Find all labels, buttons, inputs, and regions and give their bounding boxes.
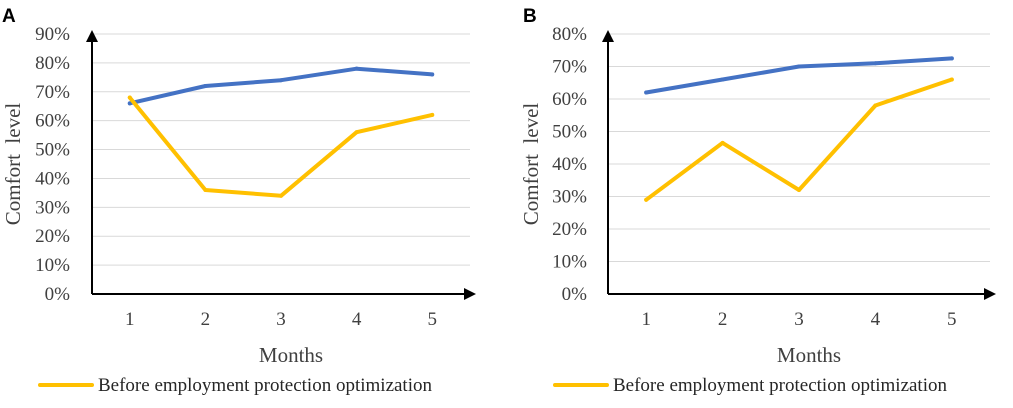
panel-b-series-after-point <box>949 56 954 61</box>
panel-b-series-after-point <box>644 90 649 95</box>
panel-a-series-after-line <box>127 66 435 106</box>
panel-a-series-after-point <box>430 72 435 77</box>
panel-b-series-after-line <box>644 56 954 95</box>
panel-b-series-before-point <box>949 77 954 82</box>
panel-a-y-tick-label: 90% <box>35 24 70 45</box>
panel-b-series-before-point <box>720 140 725 145</box>
panel-a-x-axis-arrow <box>464 288 476 300</box>
panel-a-x-axis-title: Months <box>259 343 323 367</box>
panel-a-y-tick-label: 40% <box>35 168 70 189</box>
panel-a-y-tick-label: 30% <box>35 197 70 218</box>
panel-a-series-before-point <box>279 193 283 198</box>
panel-b-y-axis-title: Comfort level <box>519 103 543 226</box>
panel-b-y-tick-label: 80% <box>552 24 587 45</box>
panel-a-y-axis-arrow <box>86 30 98 42</box>
panel-b-x-tick-label: 2 <box>718 309 728 330</box>
panel-b-y-axis-arrow <box>602 30 614 42</box>
panel-a-series-after-point <box>203 84 208 88</box>
panel-a-series-before-point <box>354 130 359 135</box>
panel-b-y-tick-label: 10% <box>552 252 587 273</box>
panel-b-y-tick-label: 30% <box>552 187 587 208</box>
panel-a-x-tick-label: 3 <box>276 309 286 330</box>
panel-b-legend-label: Before employment protection optimizatio… <box>613 375 947 396</box>
panel-b-series-before-point <box>873 103 878 108</box>
panel-a-letter: A <box>2 6 16 27</box>
panel-a-y-tick-label: 80% <box>35 53 70 74</box>
panel-a-series-before-point <box>127 95 132 100</box>
panel-b-x-axis-title: Months <box>777 343 841 367</box>
panel-a-y-tick-label: 70% <box>35 82 70 103</box>
panel-a-x-tick-label: 2 <box>201 309 211 330</box>
panel-b-series-before-point <box>797 188 801 192</box>
panel-b-y-tick-label: 40% <box>552 154 587 175</box>
panel-a-x-tick-label: 1 <box>125 309 135 330</box>
panel-b-y-tick-label: 50% <box>552 122 587 143</box>
panel-b-y-tick-label: 60% <box>552 89 587 110</box>
panel-b-x-tick-label: 5 <box>947 309 957 330</box>
panel-a-x-tick-label: 5 <box>427 309 437 330</box>
panel-b: B 0% 10% 20% 30% 40% 50% 60% 70% 80% 1 2 3 4 5 Months Co… <box>519 6 996 396</box>
panel-a-series-after-point <box>127 101 132 106</box>
panel-a-y-tick-label: 20% <box>35 226 70 247</box>
panel-a: A 0% 10% 20% 30% 40% 50% 60% 70% 80% 90% 1 2 3 4 5 Month… <box>1 6 476 396</box>
panel-b-series-after-point <box>797 64 801 69</box>
panel-b-series-after-point <box>720 77 725 82</box>
panel-a-y-axis-title: Comfort level <box>1 103 25 226</box>
panel-a-series-before-line <box>127 95 435 198</box>
panel-a-series-after-point <box>279 78 283 83</box>
panel-b-y-tick-label: 0% <box>562 284 588 305</box>
panel-b-series-before-point <box>644 197 649 202</box>
panel-b-series-before-line <box>644 77 954 202</box>
panel-a-series-before-point <box>430 112 435 117</box>
panel-a-series-after-point <box>354 66 359 71</box>
panel-a-x-tick-label: 4 <box>352 309 362 330</box>
panel-b-y-tick-label: 20% <box>552 219 587 240</box>
panel-b-series-after-point <box>873 61 878 66</box>
panel-a-y-tick-label: 60% <box>35 111 70 132</box>
panel-b-x-tick-label: 4 <box>871 309 881 330</box>
panel-a-y-tick-label: 50% <box>35 140 70 161</box>
panel-a-y-tick-label: 10% <box>35 255 70 276</box>
panel-b-y-tick-label: 70% <box>552 57 587 78</box>
panel-b-letter: B <box>523 6 537 27</box>
panel-a-y-tick-label: 0% <box>45 284 71 305</box>
panel-a-legend-label: Before employment protection optimizatio… <box>98 375 432 396</box>
panel-b-x-axis-arrow <box>984 288 996 300</box>
panel-b-x-tick-label: 3 <box>794 309 804 330</box>
panel-b-x-tick-label: 1 <box>641 309 651 330</box>
panel-a-series-before-point <box>203 188 208 192</box>
